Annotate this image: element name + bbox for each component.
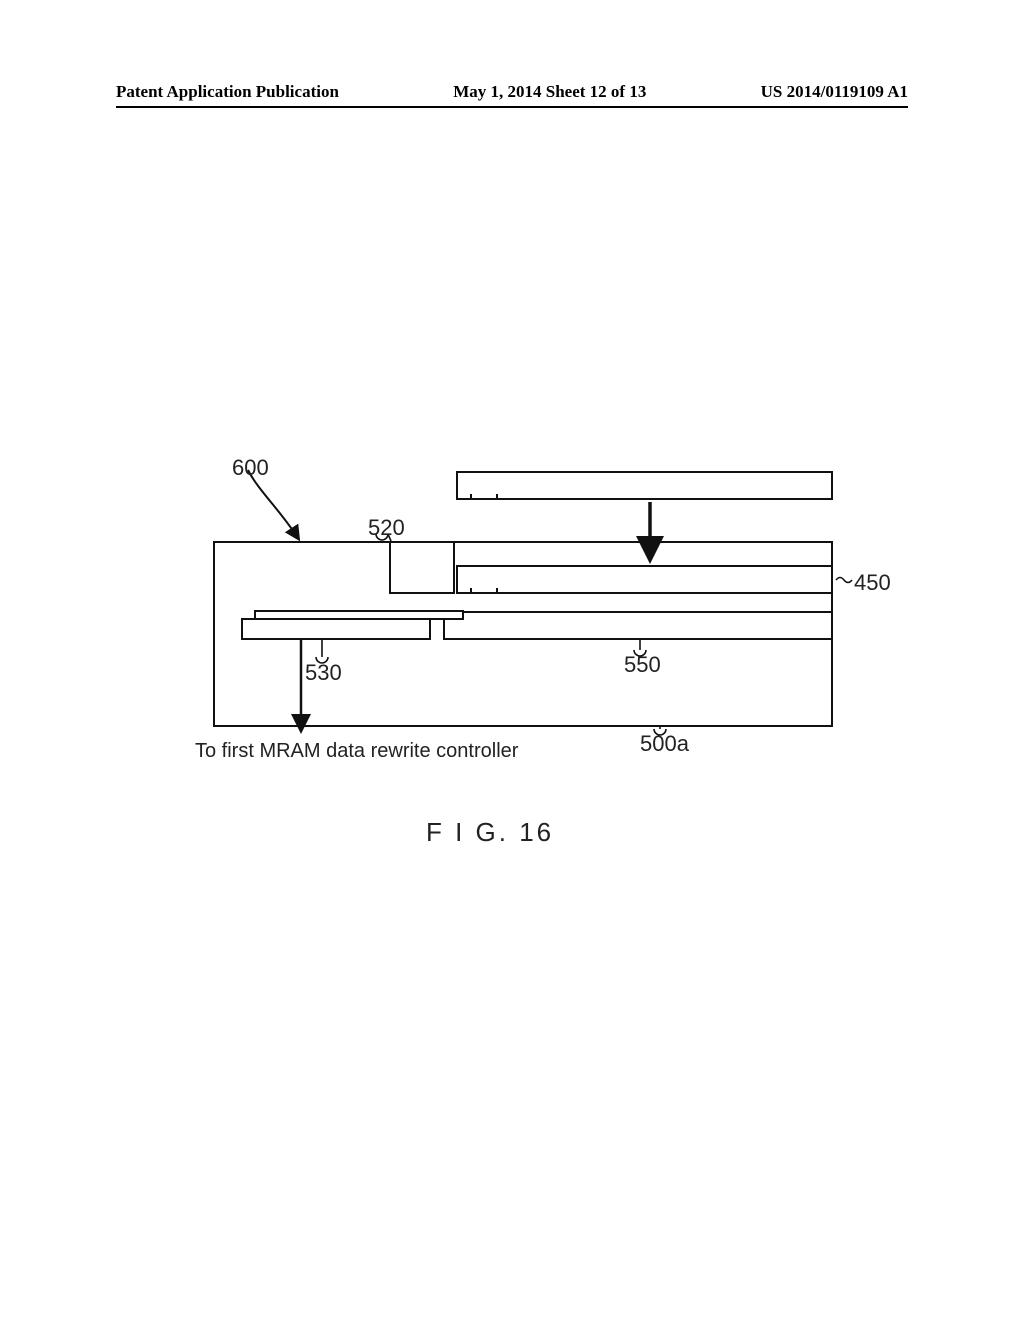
lead-tilde-450 [836,578,852,583]
label-550: 550 [624,652,661,678]
label-520: 520 [368,515,405,541]
label-tofirst: To first MRAM data rewrite controller [195,740,518,763]
figure-caption: F I G. 16 [426,817,554,848]
label-530: 530 [305,660,342,686]
label-450: 450 [854,570,891,596]
figure-16: 600 520 450 550 530 500a To first MRAM d… [0,0,1024,1320]
diagram-arrows [0,0,1024,1320]
label-600: 600 [232,455,269,481]
label-500a: 500a [640,731,689,757]
